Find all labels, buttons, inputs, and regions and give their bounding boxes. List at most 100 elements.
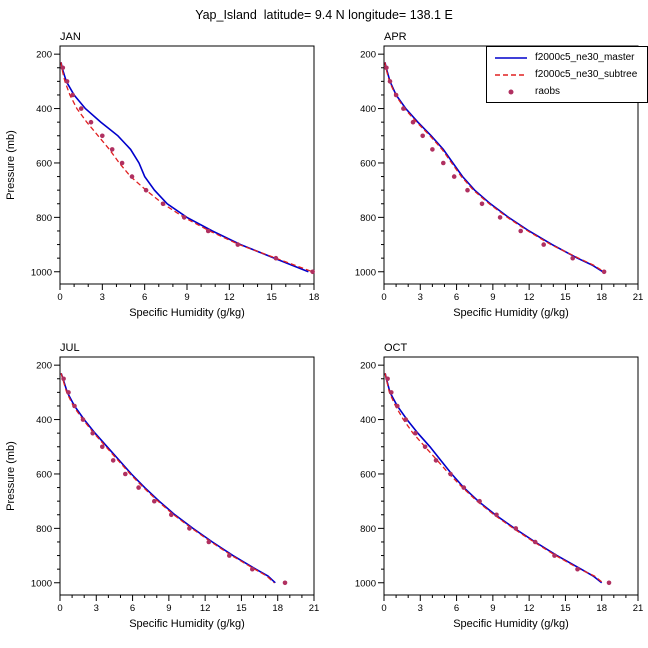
svg-text:9: 9 (490, 603, 495, 614)
series-f2000c5_ne30_master (60, 62, 309, 273)
legend-label: f2000c5_ne30_subtree (535, 69, 638, 80)
panel-label: OCT (384, 342, 408, 354)
x-axis-title: Specific Humidity (g/kg) (129, 618, 245, 630)
svg-text:15: 15 (560, 603, 571, 614)
x-axis: 0 3 6 9 12 15 18 21 Specific Humidity (g/kg) (57, 595, 319, 630)
svg-text:3: 3 (418, 292, 423, 303)
panel-apr: 0 3 6 9 12 15 18 21 Specific Humidity (g/kg) 200 4… (355, 31, 643, 319)
svg-text:15: 15 (560, 292, 571, 303)
panel-oct: 0 3 6 9 12 15 18 21 Specific Humidity (g/kg) 200 4… (355, 342, 643, 630)
series-raobs (384, 65, 607, 275)
series-raobs (61, 376, 288, 586)
figure-title: Yap_Island latitude= 9.4 N longitude= 13… (195, 8, 453, 22)
svg-text:1000: 1000 (31, 578, 52, 589)
series-f2000c5_ne30_subtree (60, 62, 313, 273)
y-axis: 200 400 600 800 1000 Pressure (mb) (5, 50, 60, 278)
svg-text:18: 18 (309, 292, 320, 303)
x-axis: 0 3 6 9 12 15 18 21 Specific Humidity (g/kg) (381, 595, 643, 630)
plot-frame (383, 356, 639, 596)
svg-text:6: 6 (130, 603, 135, 614)
y-axis-title: Pressure (mb) (5, 441, 17, 511)
svg-text:6: 6 (142, 292, 147, 303)
series-f2000c5_ne30_master (384, 373, 603, 584)
x-axis-title: Specific Humidity (g/kg) (453, 618, 569, 630)
x-axis: 0 3 6 9 12 15 18 Specific Humidity (g/kg) (57, 284, 319, 319)
panel-jan-plot: 0 3 6 9 12 15 18 Specific Humidity (g/kg) 200 400… (5, 31, 319, 319)
svg-text:1000: 1000 (355, 578, 376, 589)
y-axis: 200 400 600 800 1000 (355, 50, 384, 278)
series-f2000c5_ne30_subtree (384, 373, 604, 584)
legend-item-subtree: f2000c5_ne30_subtree (487, 66, 647, 83)
panel-apr-plot: 0 3 6 9 12 15 18 21 Specific Humidity (g/kg) 200 4… (355, 31, 643, 319)
svg-text:18: 18 (272, 603, 283, 614)
svg-text:12: 12 (224, 292, 235, 303)
legend-item-master: f2000c5_ne30_master (487, 49, 647, 66)
legend-line-solid-icon (495, 56, 527, 59)
legend-item-raobs: raobs (487, 83, 647, 100)
svg-text:6: 6 (454, 603, 459, 614)
panels-grid: 0 3 6 9 12 15 18 Specific Humidity (g/kg) 200 400… (0, 26, 648, 648)
svg-text:600: 600 (36, 158, 52, 169)
svg-text:15: 15 (236, 603, 247, 614)
svg-text:6: 6 (454, 292, 459, 303)
svg-text:200: 200 (36, 361, 52, 372)
svg-text:600: 600 (36, 469, 52, 480)
svg-text:1000: 1000 (355, 267, 376, 278)
panel-jul-plot: 0 3 6 9 12 15 18 21 Specific Humidity (g/kg) 200 4… (5, 342, 319, 630)
svg-text:15: 15 (266, 292, 277, 303)
svg-text:800: 800 (36, 524, 52, 535)
svg-text:200: 200 (360, 361, 376, 372)
y-axis: 200 400 600 800 1000 (355, 361, 384, 589)
series-f2000c5_ne30_subtree (384, 62, 605, 273)
legend-label: f2000c5_ne30_master (535, 52, 635, 63)
svg-text:400: 400 (360, 104, 376, 115)
svg-text:9: 9 (490, 292, 495, 303)
x-axis: 0 3 6 9 12 15 18 21 Specific Humidity (g/kg) (381, 284, 643, 319)
panel-label: APR (384, 31, 407, 43)
svg-text:400: 400 (36, 415, 52, 426)
series-raobs (60, 65, 315, 275)
panel-oct-plot: 0 3 6 9 12 15 18 21 Specific Humidity (g/kg) 200 4… (355, 342, 643, 630)
svg-text:3: 3 (100, 292, 105, 303)
series-raobs (385, 376, 612, 586)
svg-text:9: 9 (184, 292, 189, 303)
svg-text:600: 600 (360, 469, 376, 480)
svg-text:0: 0 (57, 292, 62, 303)
y-axis-title: Pressure (mb) (5, 130, 17, 200)
svg-text:0: 0 (381, 603, 386, 614)
x-axis-title: Specific Humidity (g/kg) (453, 307, 569, 319)
svg-text:9: 9 (166, 603, 171, 614)
x-axis-title: Specific Humidity (g/kg) (129, 307, 245, 319)
svg-text:12: 12 (524, 603, 535, 614)
svg-text:21: 21 (633, 603, 644, 614)
legend-line-dashed-icon (495, 73, 527, 76)
svg-text:800: 800 (360, 213, 376, 224)
legend-dot-icon (508, 89, 514, 94)
svg-text:400: 400 (36, 104, 52, 115)
svg-text:200: 200 (360, 50, 376, 61)
svg-text:12: 12 (524, 292, 535, 303)
series-f2000c5_ne30_master (60, 373, 276, 584)
svg-text:18: 18 (596, 292, 607, 303)
legend-label: raobs (535, 86, 561, 97)
panel-jul: 0 3 6 9 12 15 18 21 Specific Humidity (g/kg) 200 4… (5, 342, 319, 630)
y-axis: 200 400 600 800 1000 Pressure (mb) (5, 361, 60, 589)
svg-text:800: 800 (36, 213, 52, 224)
svg-text:12: 12 (200, 603, 211, 614)
svg-text:21: 21 (633, 292, 644, 303)
svg-text:3: 3 (418, 603, 423, 614)
plot-frame (59, 356, 315, 596)
svg-text:1000: 1000 (31, 267, 52, 278)
svg-text:18: 18 (596, 603, 607, 614)
series-f2000c5_ne30_subtree (60, 373, 275, 584)
plot-frame (59, 45, 315, 285)
svg-text:0: 0 (57, 603, 62, 614)
svg-text:200: 200 (36, 50, 52, 61)
svg-text:400: 400 (360, 415, 376, 426)
svg-text:21: 21 (309, 603, 320, 614)
svg-text:800: 800 (360, 524, 376, 535)
legend: f2000c5_ne30_master f2000c5_ne30_subtree… (486, 46, 648, 103)
panel-label: JUL (60, 342, 80, 354)
svg-text:600: 600 (360, 158, 376, 169)
